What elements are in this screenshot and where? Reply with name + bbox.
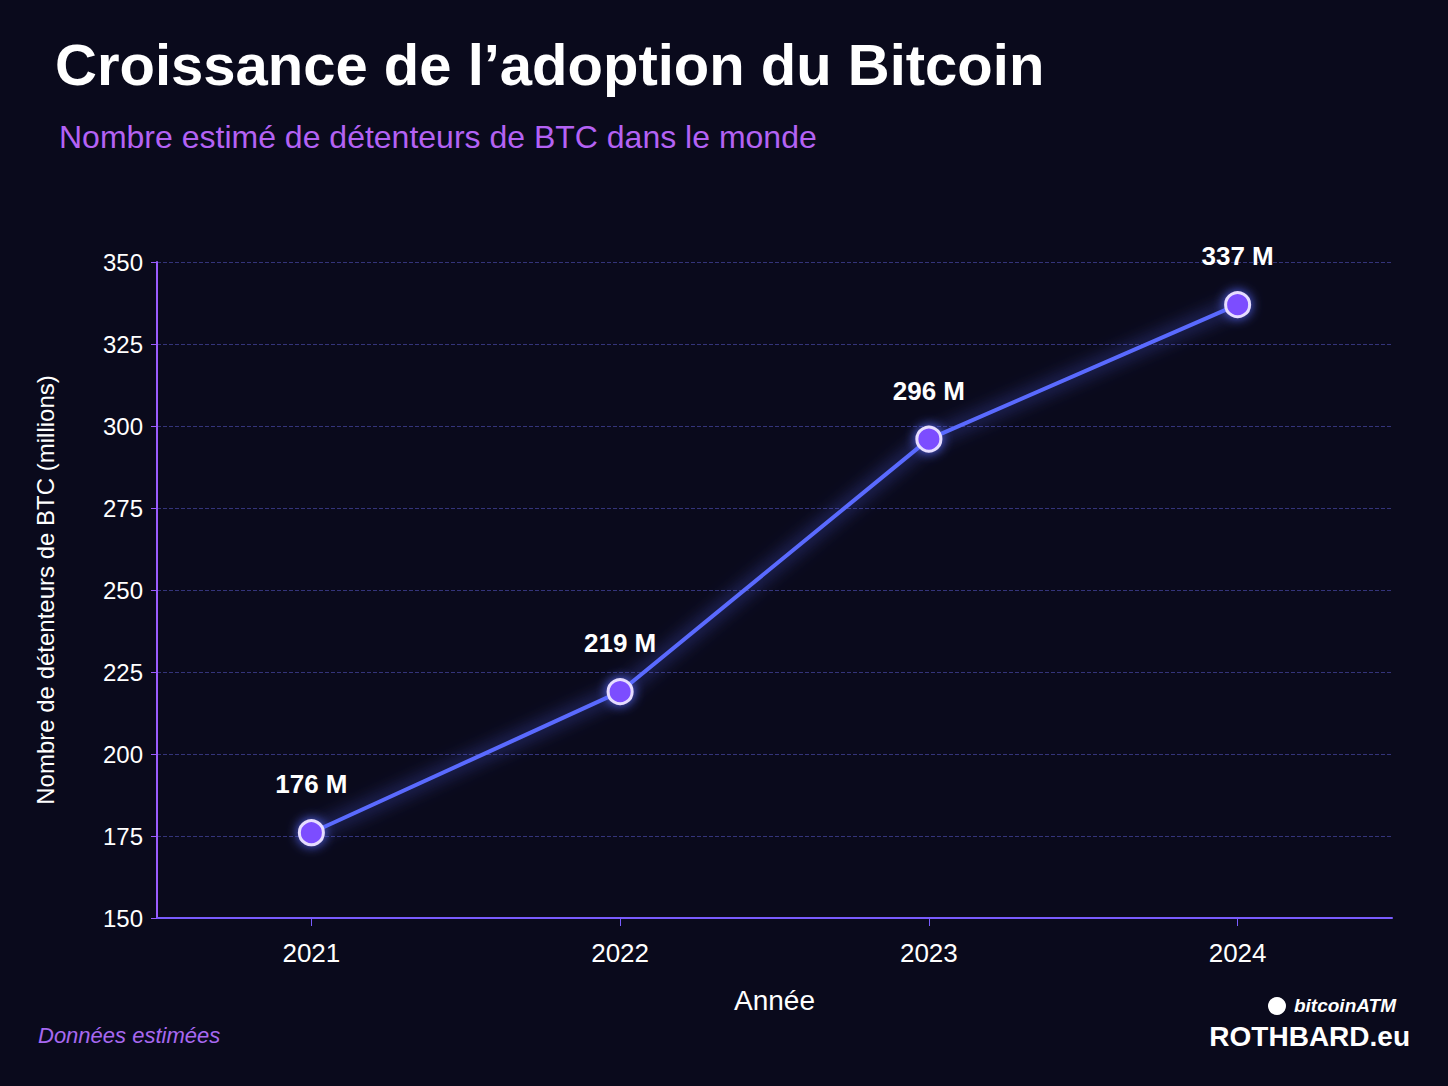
svg-text:200: 200 — [103, 741, 143, 768]
svg-text:296 M: 296 M — [893, 376, 965, 406]
svg-text:Croissance de l’adoption du Bi: Croissance de l’adoption du Bitcoin — [55, 32, 1044, 97]
svg-text:Nombre estimé de détenteurs de: Nombre estimé de détenteurs de BTC dans … — [59, 119, 817, 155]
svg-text:150: 150 — [103, 905, 143, 932]
svg-text:2022: 2022 — [591, 938, 649, 968]
svg-text:bitcoinATM: bitcoinATM — [1294, 995, 1397, 1016]
svg-text:300: 300 — [103, 413, 143, 440]
svg-text:175: 175 — [103, 823, 143, 850]
svg-text:ROTHBARD.eu: ROTHBARD.eu — [1209, 1021, 1410, 1052]
svg-text:219 M: 219 M — [584, 628, 656, 658]
svg-text:176 M: 176 M — [275, 769, 347, 799]
svg-text:Année: Année — [734, 985, 815, 1016]
svg-text:2021: 2021 — [282, 938, 340, 968]
svg-text:225: 225 — [103, 659, 143, 686]
svg-text:325: 325 — [103, 331, 143, 358]
svg-text:2023: 2023 — [900, 938, 958, 968]
svg-text:350: 350 — [103, 249, 143, 276]
svg-text:250: 250 — [103, 577, 143, 604]
svg-text:275: 275 — [103, 495, 143, 522]
svg-text:Données estimées: Données estimées — [38, 1023, 220, 1048]
svg-text:337 M: 337 M — [1201, 241, 1273, 271]
svg-text:Nombre de détenteurs de BTC (m: Nombre de détenteurs de BTC (millions) — [32, 375, 59, 805]
svg-text:2024: 2024 — [1209, 938, 1267, 968]
